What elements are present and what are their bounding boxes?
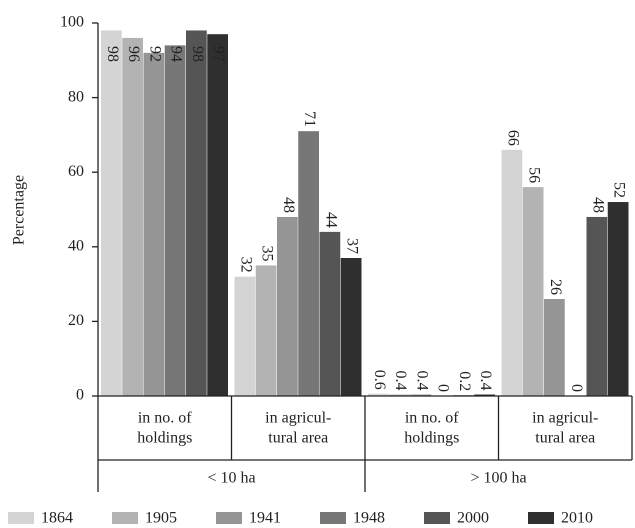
bar [101, 30, 122, 397]
data-label: 98 [104, 46, 121, 62]
legend-label: 1905 [145, 510, 177, 527]
y-tick-label: 80 [68, 88, 84, 105]
data-label: 48 [280, 197, 297, 213]
data-label: 32 [237, 257, 254, 273]
bar [164, 45, 186, 396]
bar [501, 149, 523, 396]
data-label: 71 [301, 111, 318, 127]
legend-swatch [112, 512, 138, 524]
data-label: 52 [611, 182, 628, 198]
y-tick-label: 40 [68, 237, 84, 254]
data-label: 0 [435, 384, 452, 392]
bar [607, 202, 629, 396]
group-label: < 10 ha [207, 470, 255, 487]
y-tick-label: 100 [60, 14, 84, 31]
bar [544, 299, 565, 396]
data-label: 97 [210, 46, 227, 62]
data-label: 44 [322, 212, 339, 228]
bar [522, 187, 544, 396]
x-tick-label: holdings [137, 430, 192, 447]
legend-swatch [424, 512, 450, 524]
legend-swatch [320, 512, 346, 524]
data-label: 94 [168, 46, 185, 62]
data-label: 96 [125, 46, 142, 62]
bar [298, 131, 319, 397]
y-axis-label: Percentage [11, 175, 28, 245]
data-label: 0.4 [413, 371, 430, 391]
legend-label: 1941 [249, 510, 281, 527]
group-label: > 100 ha [470, 470, 526, 487]
bar [207, 34, 228, 396]
legend-label: 2010 [561, 510, 593, 527]
bar [186, 30, 207, 397]
bar [319, 231, 341, 396]
y-tick-label: 20 [68, 312, 84, 329]
data-label: 35 [259, 245, 276, 261]
bar [474, 394, 495, 396]
x-tick-label: in no. of [405, 410, 459, 427]
bar [389, 394, 410, 396]
bar [410, 394, 432, 396]
legend-label: 1948 [353, 510, 385, 527]
legend-swatch [8, 512, 34, 524]
data-label: 26 [547, 279, 564, 295]
x-tick-label: tural area [535, 430, 595, 447]
bar [368, 393, 389, 396]
bar [586, 216, 608, 396]
bar [122, 37, 143, 397]
data-label: 56 [526, 167, 543, 183]
legend-swatch [528, 512, 554, 524]
data-label: 0.4 [392, 371, 409, 391]
y-tick-label: 60 [68, 163, 84, 180]
data-label: 37 [344, 238, 361, 254]
data-label: 0.4 [477, 371, 494, 391]
bar [143, 52, 165, 397]
data-label: 98 [189, 46, 206, 62]
bar [234, 276, 256, 396]
data-label: 0 [568, 384, 585, 392]
data-label: 48 [589, 197, 606, 213]
data-label: 66 [504, 130, 521, 146]
data-label: 0.2 [456, 371, 473, 391]
x-tick-label: in no. of [138, 410, 192, 427]
x-tick-label: holdings [404, 430, 459, 447]
data-label: 92 [146, 46, 163, 62]
bar [277, 216, 298, 396]
x-tick-label: tural area [268, 430, 328, 447]
y-tick-label: 0 [76, 387, 84, 404]
data-label: 0.6 [371, 370, 388, 390]
legend-swatch [216, 512, 242, 524]
bar [340, 257, 362, 396]
legend-label: 1864 [41, 510, 73, 527]
x-tick-label: in agricul- [265, 410, 331, 427]
bar [255, 265, 277, 396]
legend-label: 2000 [457, 510, 489, 527]
x-tick-label: in agricul- [532, 410, 598, 427]
